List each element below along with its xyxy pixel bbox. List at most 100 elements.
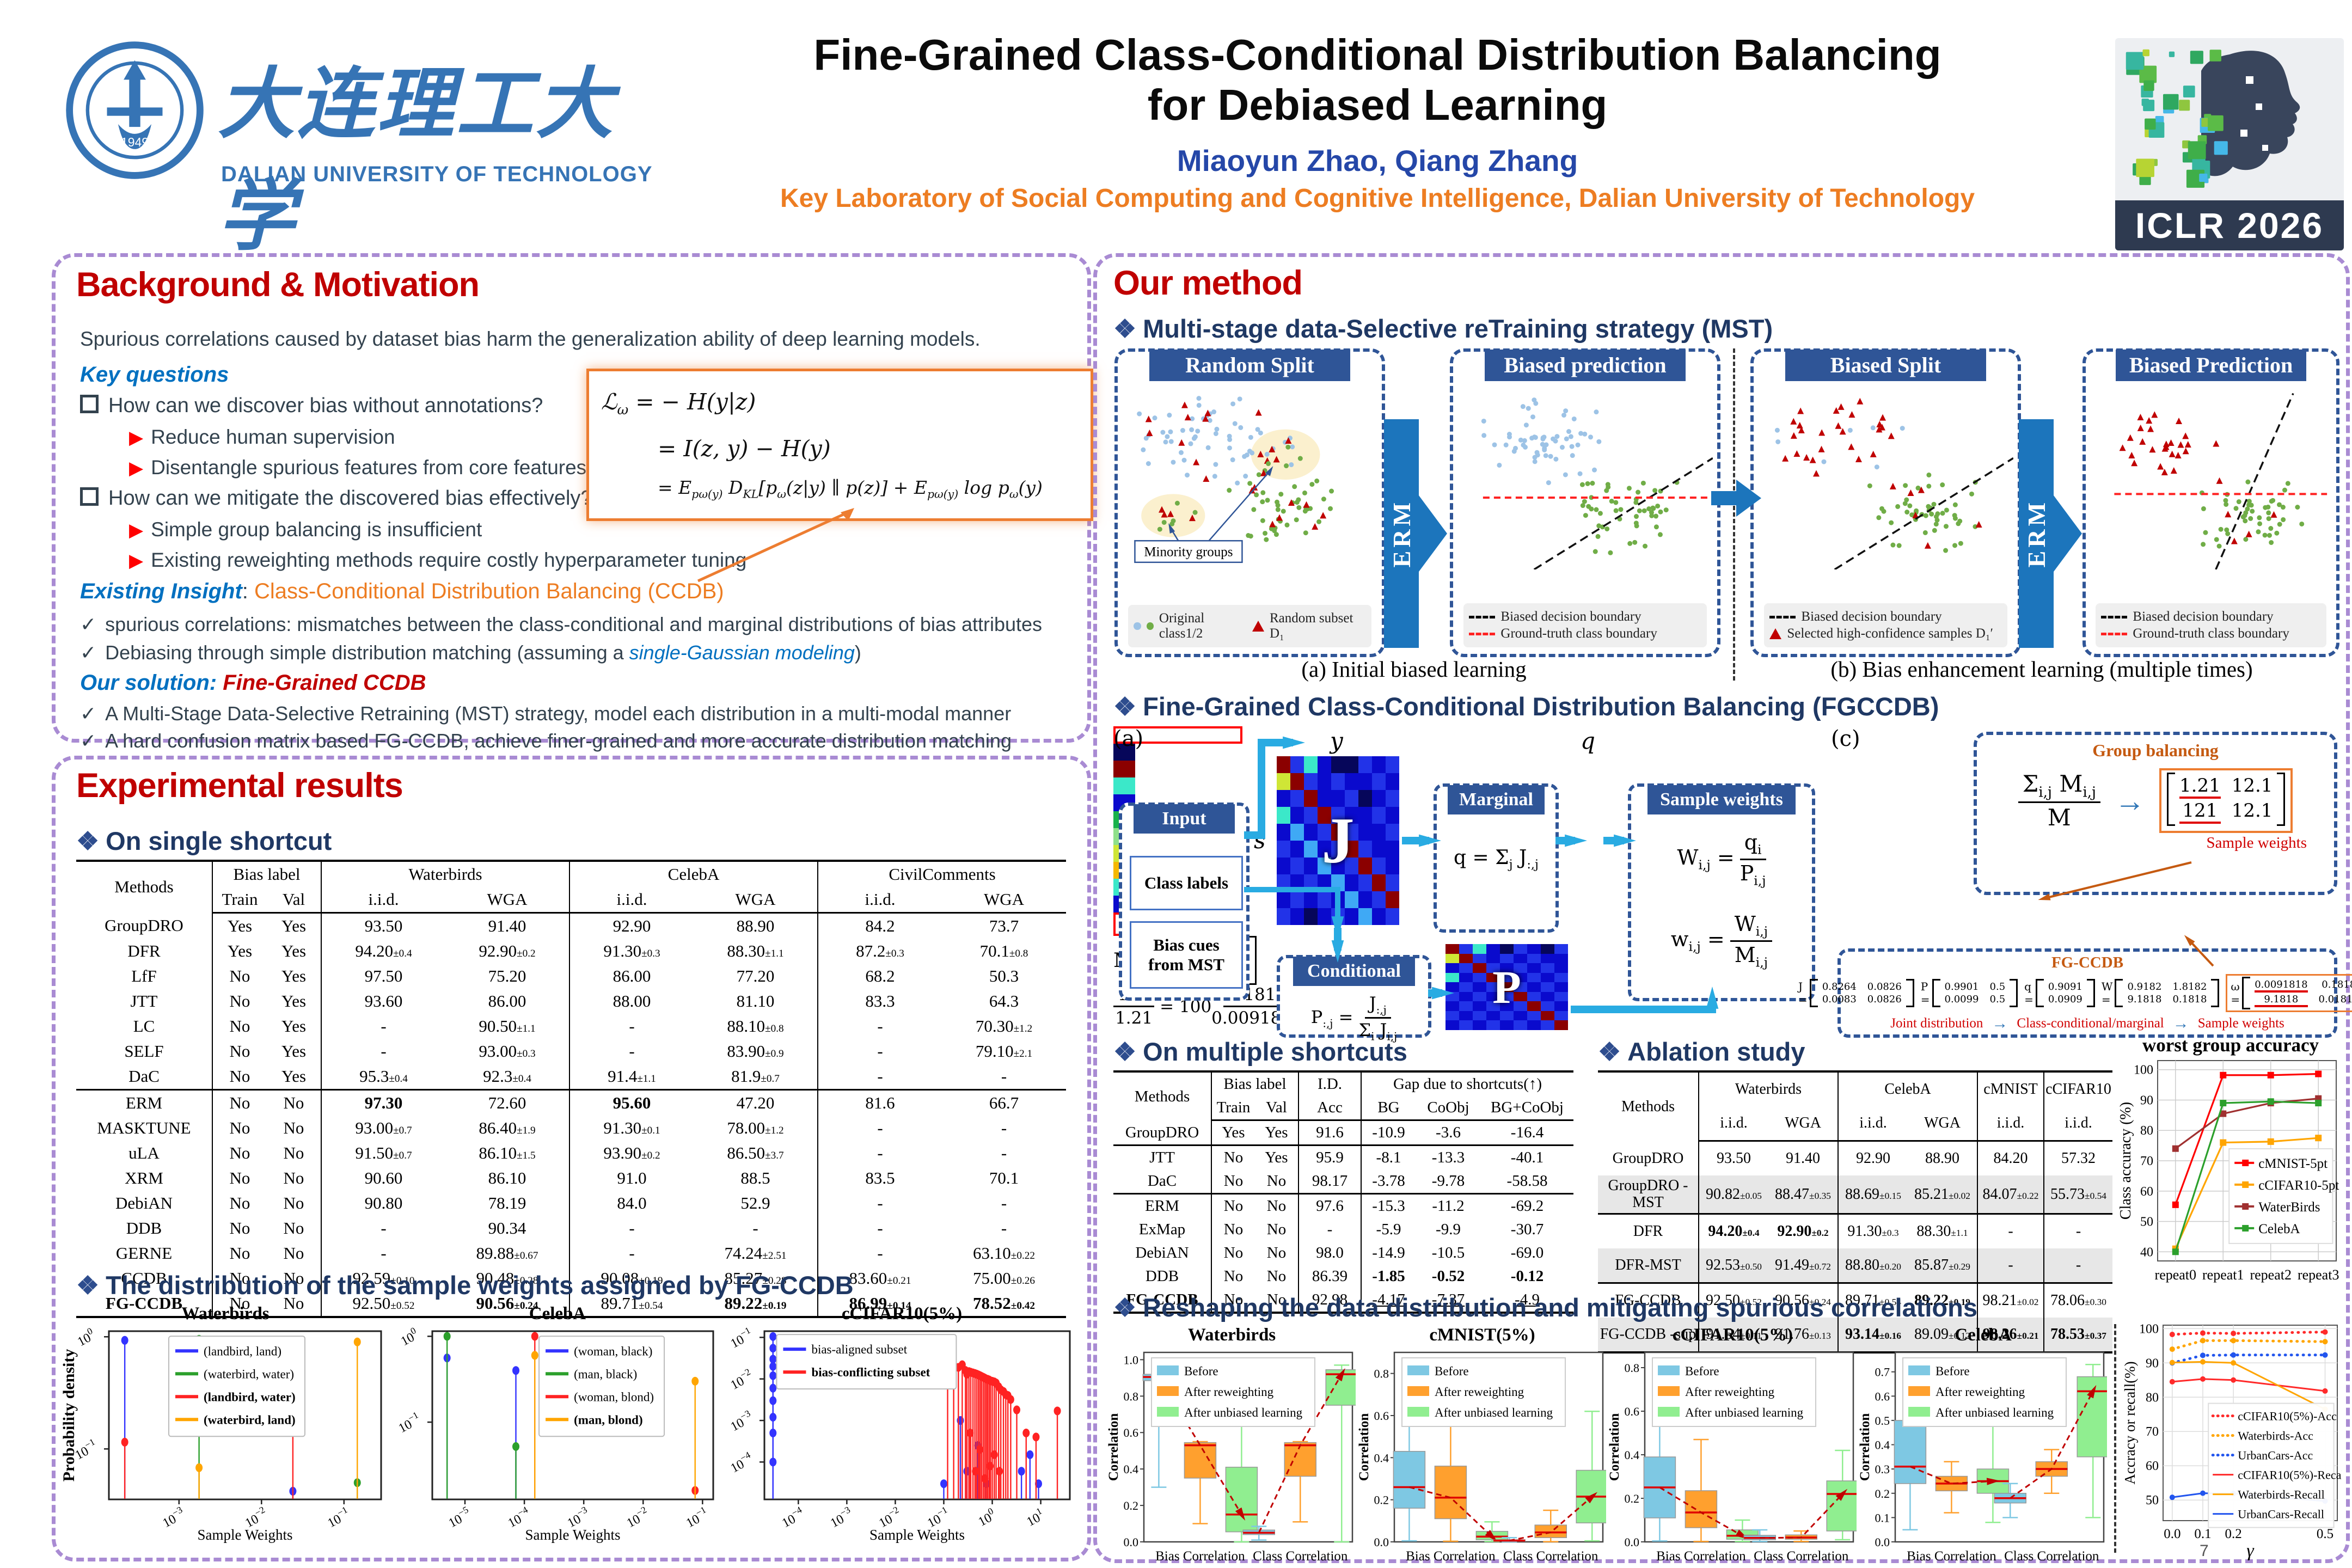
value-cell: 78.06±0.30: [2044, 1282, 2112, 1318]
value-cell: -: [1001, 1193, 1007, 1212]
flow-label: Sample weights: [2197, 1016, 2284, 1031]
conditional-formula: P:,j = J:,j Σi Ji,j: [1310, 993, 1398, 1043]
value-cell: No: [229, 991, 250, 1010]
table-row: GERNE No No - 89.88±0.67 - 74.24±2.51 - 63.10±0.…: [76, 1241, 1066, 1266]
svg-text:80: 80: [2146, 1391, 2159, 1405]
value-cell: 88.90: [1908, 1141, 1978, 1175]
value-cell: 92.90: [612, 916, 651, 935]
value-cell: 86.40±1.9: [445, 1116, 570, 1141]
method-cell: MASKTUNE: [76, 1116, 213, 1141]
value-cell: 78.19: [445, 1191, 570, 1216]
mst-panel-2: Biased prediction Biased decision boundar…: [1450, 348, 1720, 657]
method-cell: LC: [76, 1014, 213, 1039]
value-cell: -4.9: [1515, 1291, 1540, 1309]
value-cell: No: [1255, 1241, 1299, 1265]
column-subheader: CoObj: [1416, 1096, 1481, 1121]
check-icon: ✓: [80, 613, 97, 635]
value-cell: 89.71±0.54: [1838, 1282, 1908, 1318]
svg-text:Sample Weights: Sample Weights: [197, 1527, 292, 1543]
method-cell: GroupDRO: [1113, 1120, 1212, 1146]
svg-text:Class accuracy (%): Class accuracy (%): [2120, 1102, 2134, 1220]
method-cell: DFR: [76, 939, 213, 964]
iclr-logo: ICLR 2026: [2115, 38, 2344, 250]
mst-panel-title: Random Split: [1149, 350, 1350, 381]
value-cell: 91.30±0.3: [603, 941, 660, 960]
value-cell: 91.50±0.7: [355, 1143, 412, 1162]
solution-point-2: ✓ A hard confusion matrix based FG-CCDB, …: [80, 730, 1012, 752]
method-cell: XRM: [76, 1166, 213, 1191]
weights-chart-waterbirds: Waterbirds 10−3 10−2 10−1 100 10−1 Sample Weig…: [60, 1304, 389, 1549]
value-cell: 93.60: [364, 991, 403, 1010]
svg-text:cCIFAR10(5%)-Recall: cCIFAR10(5%)-Recall: [2238, 1468, 2342, 1482]
column-subheader: Val: [267, 887, 322, 914]
fgccdb-flow-row: Joint distribution → Class-conditional/mar…: [1841, 1014, 2334, 1033]
formula-pointer-arrow: [697, 508, 854, 583]
column-subheader: i.i.d.: [1977, 1106, 2044, 1142]
column-subheader: Val: [1255, 1096, 1299, 1121]
column-subheader: BG: [1361, 1096, 1416, 1121]
value-cell: No: [1255, 1265, 1299, 1288]
chart-title: cCIFAR10(5%): [841, 1304, 963, 1324]
value-cell: 84.2: [865, 916, 895, 935]
blue-arrow-icon: →: [2115, 783, 2145, 818]
chart-title: CelebA: [529, 1304, 586, 1324]
value-cell: 85.27±0.28: [694, 1266, 818, 1291]
svg-text:0.2: 0.2: [2225, 1527, 2241, 1541]
svg-text:0.3: 0.3: [1875, 1462, 1890, 1476]
value-cell: No: [229, 1243, 250, 1263]
column-subheader: i.i.d.: [1838, 1106, 1908, 1142]
chart-title: CelebA: [1955, 1325, 2012, 1345]
value-cell: 81.9±0.7: [694, 1064, 818, 1090]
method-cell: uLA: [76, 1141, 213, 1166]
svg-text:1949: 1949: [121, 135, 149, 149]
value-cell: Yes: [267, 1064, 322, 1090]
poster-authors: Miaoyun Zhao, Qiang Zhang: [1177, 144, 1578, 177]
value-cell: No: [267, 1089, 322, 1116]
group-balancing-box: Group balancing Σi,j Mi,j M → 1.21 12.1 121 12.…: [1974, 732, 2337, 895]
value-cell: 89.09±0.12: [1908, 1317, 1978, 1352]
column-subheader: i.i.d.: [818, 887, 942, 914]
legend-label: Original class1/2: [1159, 611, 1205, 641]
blue-arrow-icon: →: [1992, 1014, 2008, 1032]
value-cell: 91.40: [445, 912, 570, 939]
value-cell: 63.10±0.22: [973, 1243, 1035, 1263]
table-row: SELF No Yes - 93.00±0.3 - 83.90±0.9 - 79.10±2.1: [76, 1039, 1066, 1064]
svg-text:(woman, blond): (woman, blond): [574, 1390, 654, 1404]
svg-text:0.2: 0.2: [1625, 1492, 1640, 1505]
svg-text:Correlation: Correlation: [1358, 1413, 1371, 1481]
value-cell: -: [629, 1016, 635, 1036]
check-icon: ✓: [80, 641, 97, 664]
matrix-q: q = 0.9091 0.0909: [2024, 979, 2095, 1007]
single-shortcut-table: Methods Bias label Waterbirds CelebA CivilCo…: [76, 860, 1066, 1318]
key-questions-label: Key questions: [80, 363, 229, 387]
erm-arrow-shaft: ERM: [2019, 419, 2054, 648]
svg-text:After unbiased learning: After unbiased learning: [1935, 1406, 2054, 1419]
method-cell: FG-CCDB: [1113, 1288, 1212, 1313]
svg-text:γ: γ: [2246, 1541, 2255, 1561]
column-group-header: Gap due to shortcuts(↑): [1393, 1075, 1542, 1093]
svg-text:(waterbird, water): (waterbird, water): [204, 1367, 294, 1381]
legend-label: Ground-truth class boundary: [2133, 626, 2289, 641]
value-cell: 93.14±0.16: [1838, 1317, 1908, 1352]
method-cell: GroupDRO -MST: [1598, 1175, 1699, 1214]
group-balancing-result: 1.21 12.1 121 12.1: [2159, 768, 2293, 833]
svg-text:0.8: 0.8: [1625, 1361, 1640, 1375]
method-cell: ERM: [1113, 1193, 1212, 1218]
svg-text:Class Correlation: Class Correlation: [2004, 1549, 2099, 1564]
value-cell: -: [381, 1041, 387, 1061]
multiple-shortcuts-subheading: ❖ On multiple shortcuts: [1113, 1037, 1407, 1066]
value-cell: -13.3: [1416, 1144, 1481, 1169]
marginal-formula: q = Σj J:,j: [1454, 847, 1539, 872]
value-cell: No: [229, 966, 250, 985]
input-box: Input Class labels Bias cues from MST: [1119, 803, 1250, 1001]
table-row: DDB No No 86.39 -1.85 -0.52 -0.12: [1113, 1265, 1573, 1288]
chart-title: cCIFAR10(5%): [1672, 1325, 1793, 1345]
boxplot-cmnist: cMNIST(5%) 0.0 0.2 0.4 0.6 0.8 Bias Correlatio…: [1357, 1325, 1608, 1568]
group-balancing-title: Group balancing: [2092, 740, 2219, 760]
mst-diagram: Random Split Minority groups Original clas…: [1097, 348, 2346, 686]
svg-text:0.2: 0.2: [1124, 1499, 1139, 1512]
value-cell: -9.9: [1436, 1221, 1461, 1239]
ablation-subheading: ❖ Ablation study: [1598, 1037, 1805, 1066]
value-cell: -58.58: [1506, 1172, 1548, 1190]
